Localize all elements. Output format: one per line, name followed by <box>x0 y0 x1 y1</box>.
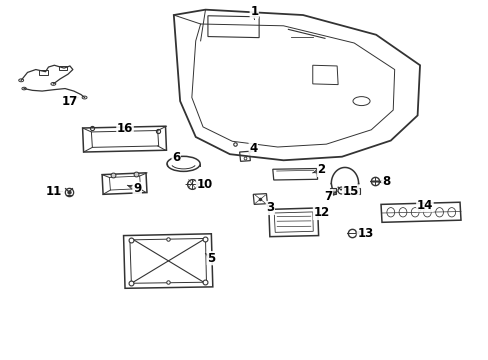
Text: 1: 1 <box>250 5 258 18</box>
Text: 15: 15 <box>342 185 358 198</box>
Text: 3: 3 <box>266 202 274 215</box>
Text: 8: 8 <box>381 175 389 188</box>
Text: 5: 5 <box>207 252 215 265</box>
Text: 14: 14 <box>416 199 432 212</box>
Text: 12: 12 <box>313 207 329 220</box>
Text: 13: 13 <box>357 227 373 240</box>
Text: 7: 7 <box>324 190 332 203</box>
Text: 11: 11 <box>45 185 61 198</box>
Text: 9: 9 <box>133 183 141 195</box>
Text: 10: 10 <box>196 178 212 191</box>
Text: 16: 16 <box>117 122 133 135</box>
Text: 2: 2 <box>317 163 325 176</box>
Text: 4: 4 <box>249 142 257 155</box>
Text: 17: 17 <box>61 95 78 108</box>
Text: 6: 6 <box>172 151 180 164</box>
